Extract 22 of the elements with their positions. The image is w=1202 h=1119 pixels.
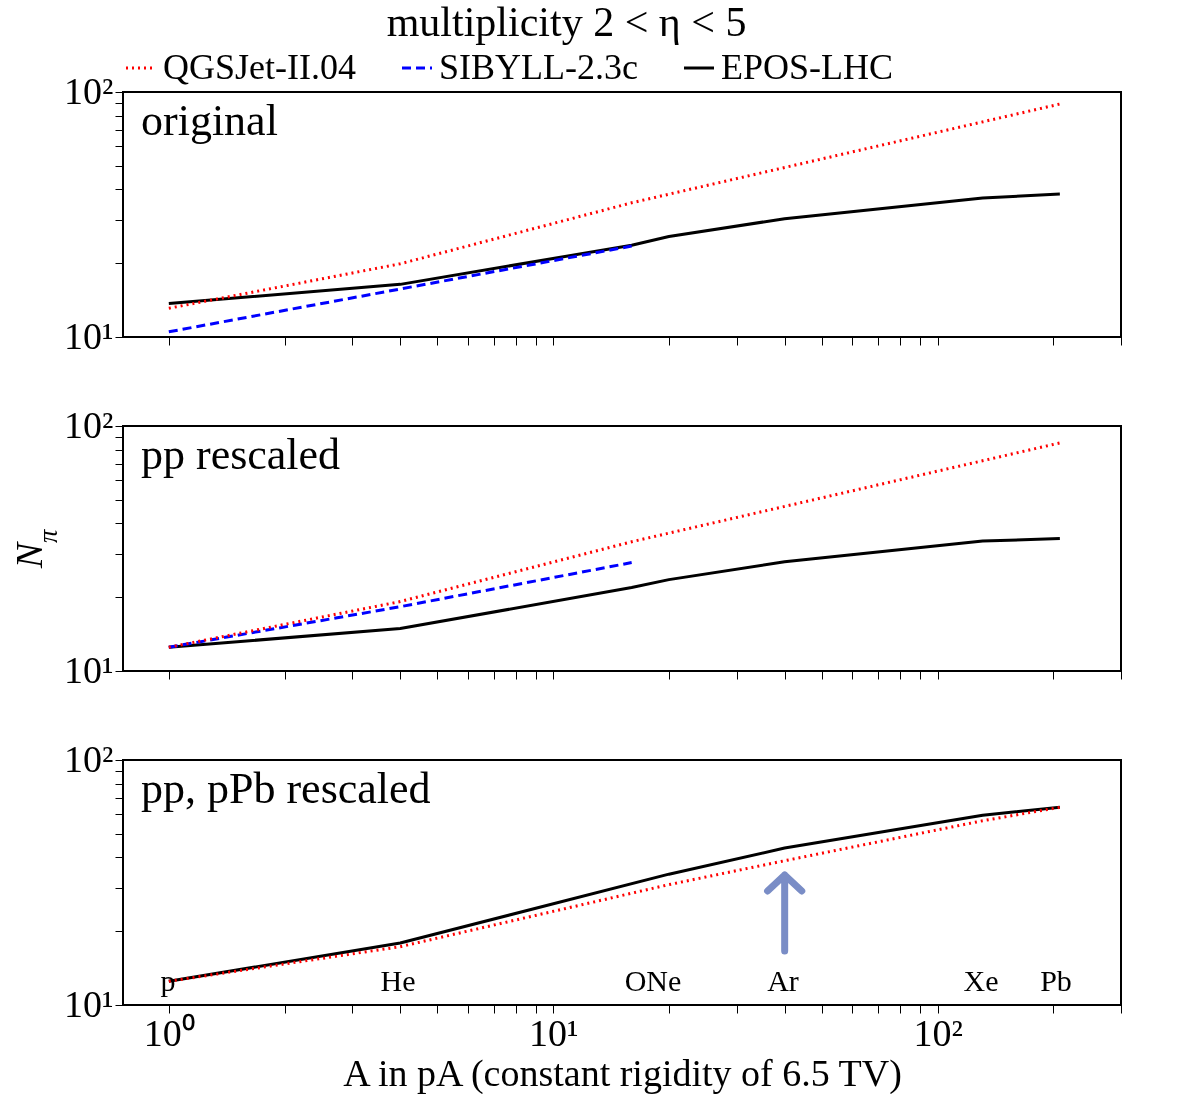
legend-label: EPOS-LHC [721, 47, 894, 87]
chart-title: multiplicity 2 < η < 5 [386, 0, 747, 45]
annotation: original [141, 96, 278, 145]
y-tick-label: 10¹ [64, 982, 114, 1025]
annotation: Xe [963, 964, 999, 997]
y-tick-label: 10² [64, 69, 114, 112]
y-tick-label: 10¹ [64, 314, 114, 357]
annotation: Pb [1040, 964, 1072, 997]
y-tick-label: 10¹ [64, 648, 114, 691]
x-tick-label: 10¹ [529, 1011, 579, 1054]
annotation: ONe [624, 964, 682, 997]
annotation: Ar [767, 964, 799, 997]
y-tick-label: 10² [64, 737, 114, 780]
x-tick-label: 10⁰ [143, 1011, 195, 1054]
annotation: pp, pPb rescaled [141, 764, 431, 813]
x-axis-title: A in pA (constant rigidity of 6.5 TV) [343, 1051, 902, 1095]
y-tick-label: 10² [64, 403, 114, 446]
annotation: He [380, 964, 416, 997]
legend-label: SIBYLL-2.3c [439, 47, 638, 87]
legend-label: QGSJet-II.04 [163, 47, 356, 87]
x-tick-label: 10² [913, 1011, 963, 1054]
annotation: pp rescaled [141, 430, 341, 479]
